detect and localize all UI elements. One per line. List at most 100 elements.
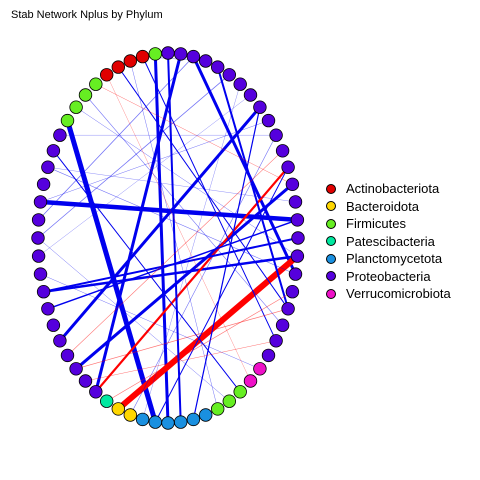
chart-title: Stab Network Nplus by Phylum [11,9,163,21]
node-proteobacteria [275,318,290,332]
negative-edge [154,166,289,423]
node-planctomycetota [135,412,150,427]
negative-edge [52,150,241,393]
negative-edge [192,106,261,420]
legend-item-firmicutes: Firmicutes [326,215,451,233]
node-proteobacteria [261,348,276,363]
negative-edge [37,74,230,239]
node-proteobacteria [275,144,290,158]
node-proteobacteria [173,47,188,61]
node-proteobacteria [33,195,48,209]
legend-item-verrucomicrobiota: Verrucomicrobiota [326,285,451,303]
negative-edge [130,134,277,416]
legend-label: Actinobacteriota [346,181,440,197]
node-proteobacteria [261,113,276,128]
node-proteobacteria [290,213,305,227]
legend-item-proteobacteria: Proteobacteria [326,268,451,286]
edge-layer [37,52,301,425]
node-verrucomicrobiota [243,374,258,388]
legend-label: Patescibacteria [346,233,435,249]
node-proteobacteria [281,160,295,174]
positive-edge [115,253,301,412]
node-firmicutes [60,113,75,128]
node-firmicutes [210,402,225,416]
negative-edge [58,105,262,343]
node-actinobacteriota [123,54,138,68]
node-planctomycetota [161,416,175,430]
negative-edge [142,56,277,342]
legend-swatch [326,271,336,282]
node-proteobacteria [69,362,83,376]
node-proteobacteria [281,302,295,316]
node-planctomycetota [198,408,213,422]
positive-edge [85,340,277,382]
node-firmicutes [78,88,93,102]
node-bacteroidota [111,402,126,416]
node-proteobacteria [53,128,67,142]
node-planctomycetota [173,415,188,429]
negative-edge [47,166,296,275]
negative-edge [75,106,298,257]
node-proteobacteria [269,128,283,142]
legend-swatch [326,218,336,229]
node-proteobacteria [36,285,51,299]
negative-edge [65,118,158,425]
legend-swatch [326,253,336,264]
node-proteobacteria [210,60,225,74]
positive-edge [67,150,283,356]
node-proteobacteria [288,267,303,281]
node-proteobacteria [53,334,67,348]
node-proteobacteria [285,177,300,192]
negative-edge [117,66,289,310]
node-bacteroidota [123,408,138,422]
node-proteobacteria [290,249,305,263]
node-proteobacteria [36,177,51,192]
node-proteobacteria [31,231,45,245]
negative-edge [94,52,183,394]
legend-swatch [326,236,336,247]
node-firmicutes [148,47,163,61]
negative-edge [216,66,290,310]
negative-edge [40,120,269,203]
node-proteobacteria [46,144,61,158]
node-actinobacteriota [111,60,126,74]
node-actinobacteriota [99,68,114,82]
legend-label: Bacteroidota [346,198,419,214]
node-firmicutes [89,77,103,91]
node-patescibacteria [99,394,114,408]
node-proteobacteria [41,302,55,316]
legend-label: Proteobacteria [346,268,431,284]
negative-edge [130,60,218,410]
node-verrucomicrobiota [253,362,267,376]
negative-edge [38,94,251,257]
node-firmicutes [233,385,247,399]
legend-item-patescibacteria: Patescibacteria [326,233,451,251]
node-actinobacteriota [135,49,150,64]
legend-label: Firmicutes [346,216,406,232]
legend-item-bacteroidota: Bacteroidota [326,198,451,216]
negative-edge [85,94,283,326]
positive-edge [106,291,293,402]
positive-edge [75,308,289,370]
node-proteobacteria [78,374,93,388]
node-proteobacteria [285,285,300,299]
node-proteobacteria [198,54,213,68]
legend-label: Verrucomicrobiota [346,286,451,302]
negative-edge [191,55,297,276]
node-proteobacteria [186,49,201,64]
node-firmicutes [222,394,237,408]
node-proteobacteria [161,46,175,60]
legend-swatch [326,201,336,212]
legend: Actinobacteriota Bacteroidota Firmicutes… [326,180,451,303]
node-proteobacteria [253,100,267,114]
node-proteobacteria [288,195,303,209]
node-proteobacteria [89,385,103,399]
node-proteobacteria [243,88,258,102]
node-proteobacteria [222,68,237,82]
node-planctomycetota [186,412,201,427]
legend-label: Planctomycetota [346,251,443,267]
node-proteobacteria [233,77,247,91]
legend-swatch [326,288,336,299]
node-proteobacteria [46,318,61,332]
